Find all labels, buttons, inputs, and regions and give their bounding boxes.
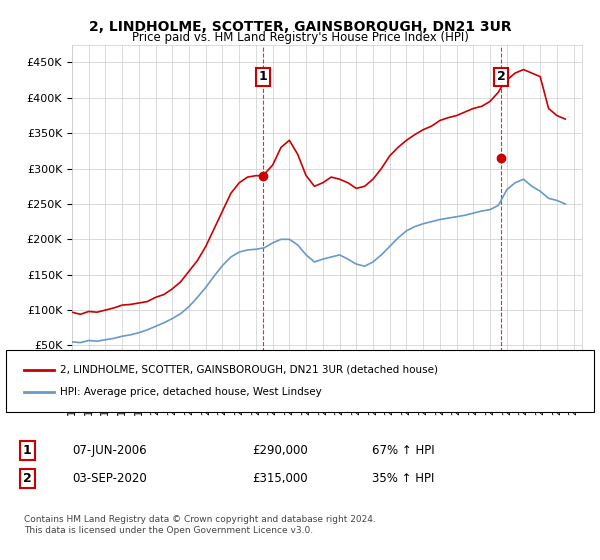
Text: £290,000: £290,000 xyxy=(252,444,308,458)
Text: Price paid vs. HM Land Registry's House Price Index (HPI): Price paid vs. HM Land Registry's House … xyxy=(131,31,469,44)
Text: 67% ↑ HPI: 67% ↑ HPI xyxy=(372,444,434,458)
Text: 03-SEP-2020: 03-SEP-2020 xyxy=(72,472,147,486)
Text: £315,000: £315,000 xyxy=(252,472,308,486)
Text: 07-JUN-2006: 07-JUN-2006 xyxy=(72,444,146,458)
Text: 35% ↑ HPI: 35% ↑ HPI xyxy=(372,472,434,486)
Text: 1: 1 xyxy=(23,444,31,458)
Text: 2: 2 xyxy=(497,70,506,83)
Text: HPI: Average price, detached house, West Lindsey: HPI: Average price, detached house, West… xyxy=(60,387,322,397)
Text: 2, LINDHOLME, SCOTTER, GAINSBOROUGH, DN21 3UR (detached house): 2, LINDHOLME, SCOTTER, GAINSBOROUGH, DN2… xyxy=(60,365,438,375)
Text: 2: 2 xyxy=(23,472,31,486)
Text: 1: 1 xyxy=(259,70,268,83)
Text: Contains HM Land Registry data © Crown copyright and database right 2024.
This d: Contains HM Land Registry data © Crown c… xyxy=(24,515,376,535)
Text: 2, LINDHOLME, SCOTTER, GAINSBOROUGH, DN21 3UR: 2, LINDHOLME, SCOTTER, GAINSBOROUGH, DN2… xyxy=(89,20,511,34)
